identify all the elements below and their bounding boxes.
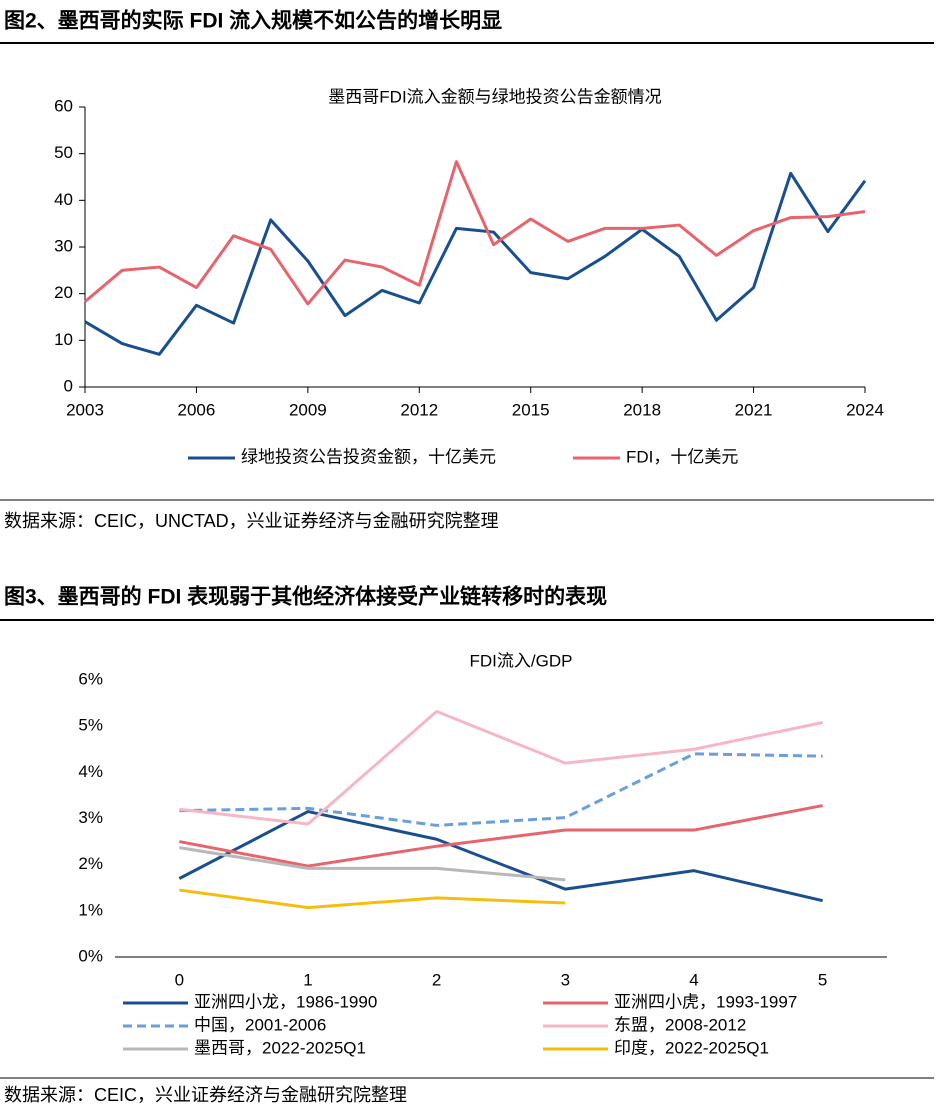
- x-tick-label: 2012: [400, 400, 438, 419]
- y-tick-label: 3%: [78, 808, 103, 827]
- y-tick-label: 6%: [78, 669, 103, 688]
- y-tick-label: 60: [54, 96, 73, 115]
- legend-label: FDI，十亿美元: [626, 447, 738, 466]
- figure-source: 数据来源：CEIC，兴业证券经济与金融研究院整理: [4, 1085, 407, 1105]
- legend-label: 东盟，2008-2012: [614, 1015, 746, 1034]
- series-line: [179, 888, 566, 910]
- legend-label: 印度，2022-2025Q1: [614, 1038, 769, 1057]
- x-tick-label: 2003: [66, 400, 104, 419]
- series-line: [84, 160, 866, 306]
- y-tick-label: 2%: [78, 854, 103, 873]
- x-tick-label: 2: [432, 970, 441, 989]
- legend-label: 亚洲四小虎，1993-1997: [614, 992, 797, 1011]
- y-tick-label: 0%: [78, 946, 103, 965]
- x-tick-label: 2018: [623, 400, 661, 419]
- series-line: [84, 171, 867, 356]
- y-tick-label: 0: [64, 376, 73, 395]
- series-line: [179, 846, 566, 882]
- x-tick-label: 3: [561, 970, 570, 989]
- legend-label: 中国，2001-2006: [194, 1015, 326, 1034]
- x-tick-label: 2006: [178, 400, 216, 419]
- y-tick-label: 5%: [78, 716, 103, 735]
- chart-title: FDI流入/GDP: [470, 651, 573, 670]
- y-tick-label: 50: [54, 143, 73, 162]
- figure-heading: 图2、墨西哥的实际 FDI 流入规模不如公告的增长明显: [4, 9, 502, 33]
- x-tick-label: 1: [303, 970, 312, 989]
- y-tick-label: 4%: [78, 762, 103, 781]
- x-tick-label: 0: [175, 970, 184, 989]
- series-line: [179, 709, 823, 826]
- y-tick-label: 30: [54, 236, 73, 255]
- x-tick-label: 2009: [289, 400, 327, 419]
- series-line: [179, 752, 823, 827]
- x-tick-label: 5: [818, 970, 827, 989]
- legend-label: 绿地投资公告投资金额，十亿美元: [241, 447, 496, 466]
- chart-title: 墨西哥FDI流入金额与绿地投资公告金额情况: [328, 87, 661, 106]
- figure-source: 数据来源：CEIC，UNCTAD，兴业证券经济与金融研究院整理: [4, 511, 499, 531]
- x-tick-label: 2021: [735, 400, 773, 419]
- legend-label: 墨西哥，2022-2025Q1: [194, 1038, 366, 1057]
- x-tick-label: 2015: [512, 400, 550, 419]
- y-tick-label: 20: [54, 283, 73, 302]
- y-tick-label: 1%: [78, 900, 103, 919]
- figure-heading: 图3、墨西哥的 FDI 表现弱于其他经济体接受产业链转移时的表现: [4, 585, 607, 609]
- y-tick-label: 10: [54, 330, 73, 349]
- x-tick-label: 2024: [846, 400, 884, 419]
- legend-label: 亚洲四小龙，1986-1990: [194, 992, 377, 1011]
- series-line: [179, 804, 823, 868]
- x-tick-label: 4: [689, 970, 698, 989]
- y-tick-label: 40: [54, 190, 73, 209]
